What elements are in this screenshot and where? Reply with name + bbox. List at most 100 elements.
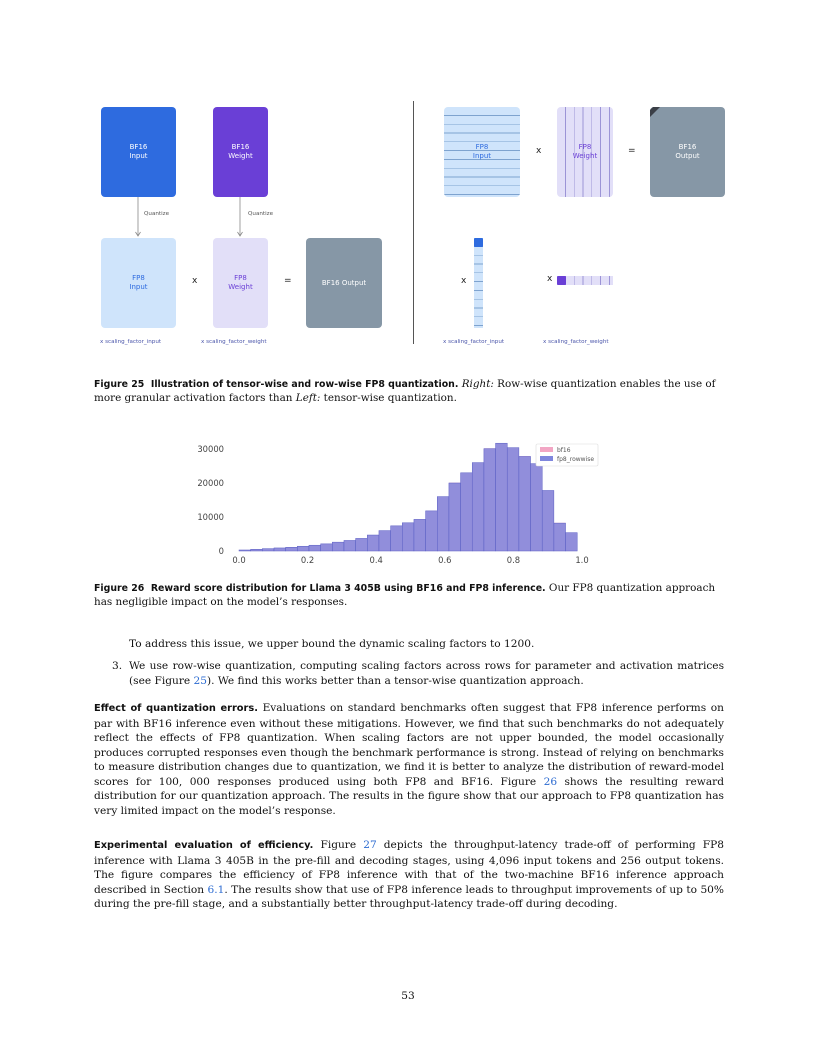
page-number: 53 bbox=[401, 990, 415, 1002]
quantize-label-input: Quantize bbox=[144, 211, 170, 217]
fp8-input-box: FP8 Input bbox=[101, 238, 176, 328]
bf16-input-box: BF16 Input bbox=[101, 107, 176, 197]
list-item-3-text-b: ). We find this works better than a tens… bbox=[207, 674, 584, 687]
bar-fp8-rowwise bbox=[483, 448, 496, 552]
legend-label-fp8-rowwise: fp8_rowwise bbox=[557, 456, 594, 463]
bar-fp8-rowwise bbox=[390, 525, 403, 552]
list-item-3: 3. We use row-wise quantization, computi… bbox=[112, 659, 724, 688]
x-tick-label: 1.0 bbox=[575, 555, 588, 565]
scale-input-label: x scaling_factor_input bbox=[100, 339, 162, 345]
bar-fp8-rowwise bbox=[565, 532, 578, 552]
bar-fp8-rowwise bbox=[495, 442, 508, 552]
rowwise-times-symbol: x bbox=[536, 146, 542, 156]
figure-26-title: Reward score distribution for Llama 3 40… bbox=[150, 583, 546, 594]
rowwise-input-scale-column bbox=[474, 238, 483, 328]
figure-25-label: Figure 25 bbox=[94, 379, 145, 390]
output-corner-mark bbox=[650, 107, 660, 117]
list-item-3-text-a: We use row-wise quantization, computing … bbox=[129, 660, 724, 687]
rowwise-fp8-input-label: FP8 Input bbox=[472, 143, 492, 160]
figure-26-text: Our FP8 quantization approach has neglig… bbox=[94, 582, 716, 608]
rowwise-weight-times-symbol: x bbox=[547, 274, 553, 284]
legend-swatch-fp8-rowwise bbox=[540, 456, 553, 461]
caption-mid: Row-wise quantization enables the use of… bbox=[94, 378, 716, 404]
reward-histogram: 0 10000 20000 30000 0.0 0.2 0.4 0.6 0.8 1.0 bf16 fp… bbox=[197, 442, 599, 565]
bar-fp8-rowwise bbox=[238, 549, 251, 552]
bar-fp8-rowwise bbox=[378, 530, 391, 552]
figure-27-ref[interactable]: 27 bbox=[363, 839, 377, 851]
bar-fp8-rowwise bbox=[425, 510, 438, 552]
bar-fp8-rowwise bbox=[471, 462, 485, 552]
bar-fp8-rowwise bbox=[285, 547, 298, 552]
bar-fp8-rowwise bbox=[506, 447, 520, 552]
figure-25-caption: Figure 25 Illustration of tensor-wise an… bbox=[94, 378, 724, 405]
y-tick-label: 10000 bbox=[197, 512, 224, 522]
bar-fp8-rowwise bbox=[343, 540, 356, 552]
bf16-weight-box: BF16 Weight bbox=[213, 107, 268, 197]
rowwise-weight-scale-row bbox=[557, 276, 613, 285]
rowwise-input-times-symbol: x bbox=[461, 276, 467, 286]
p2-text-a: Evaluations on standard benchmarks often… bbox=[94, 702, 724, 788]
figure-25-title: Illustration of tensor-wise and row-wise… bbox=[150, 379, 459, 390]
rowwise-scale-input-label: x scaling_factor_input bbox=[443, 339, 505, 345]
p3-text-a: Figure bbox=[313, 839, 364, 851]
figure-26-ref[interactable]: 26 bbox=[543, 775, 558, 788]
paragraph-efficiency: Experimental evaluation of efficiency. F… bbox=[94, 838, 724, 912]
x-tick-label: 0.2 bbox=[301, 555, 314, 565]
bar-fp8-rowwise bbox=[413, 519, 426, 552]
rowwise-equals-symbol: = bbox=[628, 146, 636, 156]
panel-divider bbox=[413, 101, 414, 344]
bar-fp8-rowwise bbox=[273, 547, 286, 552]
p3-text-b: depicts the throughput-latency trade-off… bbox=[94, 839, 724, 896]
x-tick-label: 0.6 bbox=[438, 555, 451, 565]
bar-fp8-rowwise bbox=[518, 456, 531, 552]
bar-fp8-rowwise bbox=[460, 472, 473, 552]
caption-left-word: Left: bbox=[295, 391, 321, 404]
bar-fp8-rowwise bbox=[262, 548, 275, 552]
quantize-arrowhead-input bbox=[135, 231, 141, 237]
paragraph-scaling-bound: To address this issue, we upper bound th… bbox=[129, 638, 535, 650]
bar-fp8-rowwise bbox=[355, 538, 368, 552]
bar-fp8-rowwise bbox=[437, 496, 450, 552]
bar-fp8-rowwise bbox=[530, 463, 543, 552]
bar-fp8-rowwise bbox=[308, 544, 321, 552]
bar-fp8-rowwise bbox=[541, 490, 555, 552]
rowwise-fp8-weight-label: FP8 Weight bbox=[572, 143, 598, 160]
p2-text-b: shows the resulting reward distribution … bbox=[94, 775, 724, 817]
y-tick-label: 0 bbox=[219, 546, 224, 556]
rowwise-weight-scale-highlight bbox=[557, 276, 566, 285]
rowwise-fp8-input-box bbox=[444, 107, 520, 197]
bar-fp8-rowwise bbox=[367, 534, 380, 552]
figure-26-label: Figure 26 bbox=[94, 583, 145, 594]
rowwise-bf16-output-box: BF16 Output bbox=[650, 107, 725, 197]
section-6-1-ref[interactable]: 6.1 bbox=[207, 883, 225, 896]
paragraph-quantization-errors-heading: Effect of quantization errors. bbox=[94, 703, 258, 714]
bar-fp8-rowwise bbox=[297, 545, 310, 552]
figure-26-caption: Figure 26 Reward score distribution for … bbox=[94, 582, 724, 609]
caption-end: tensor-wise quantization. bbox=[320, 391, 457, 404]
list-item-3-number: 3. bbox=[112, 660, 123, 672]
x-tick-label: 0.8 bbox=[507, 555, 520, 565]
fp8-weight-box: FP8 Weight bbox=[213, 238, 268, 328]
bar-fp8-rowwise bbox=[332, 541, 345, 552]
legend-label-bf16: bf16 bbox=[557, 447, 571, 454]
y-tick-label: 30000 bbox=[197, 444, 224, 454]
times-symbol: x bbox=[192, 276, 198, 286]
bar-fp8-rowwise bbox=[250, 549, 263, 552]
y-tick-label: 20000 bbox=[197, 478, 224, 488]
figure-25-ref[interactable]: 25 bbox=[193, 674, 208, 687]
bf16-output-box: BF16 Output bbox=[306, 238, 382, 328]
bar-fp8-rowwise bbox=[553, 522, 566, 552]
rowwise-scale-weight-label: x scaling_factor_weight bbox=[543, 339, 609, 345]
p3-text-c: . The results show that use of FP8 infer… bbox=[94, 883, 724, 911]
bar-fp8-rowwise bbox=[320, 543, 333, 552]
bar-fp8-rowwise bbox=[448, 482, 461, 552]
quantize-label-weight: Quantize bbox=[248, 211, 274, 217]
bar-fp8-rowwise bbox=[402, 522, 415, 552]
quantize-arrows bbox=[135, 197, 243, 237]
caption-right-word: Right: bbox=[461, 378, 494, 390]
quantize-arrowhead-weight bbox=[237, 231, 243, 237]
x-tick-label: 0.4 bbox=[370, 555, 383, 565]
legend-swatch-bf16 bbox=[540, 447, 553, 452]
equals-symbol: = bbox=[284, 276, 292, 286]
paragraph-quantization-errors: Effect of quantization errors. Evaluatio… bbox=[94, 701, 724, 818]
